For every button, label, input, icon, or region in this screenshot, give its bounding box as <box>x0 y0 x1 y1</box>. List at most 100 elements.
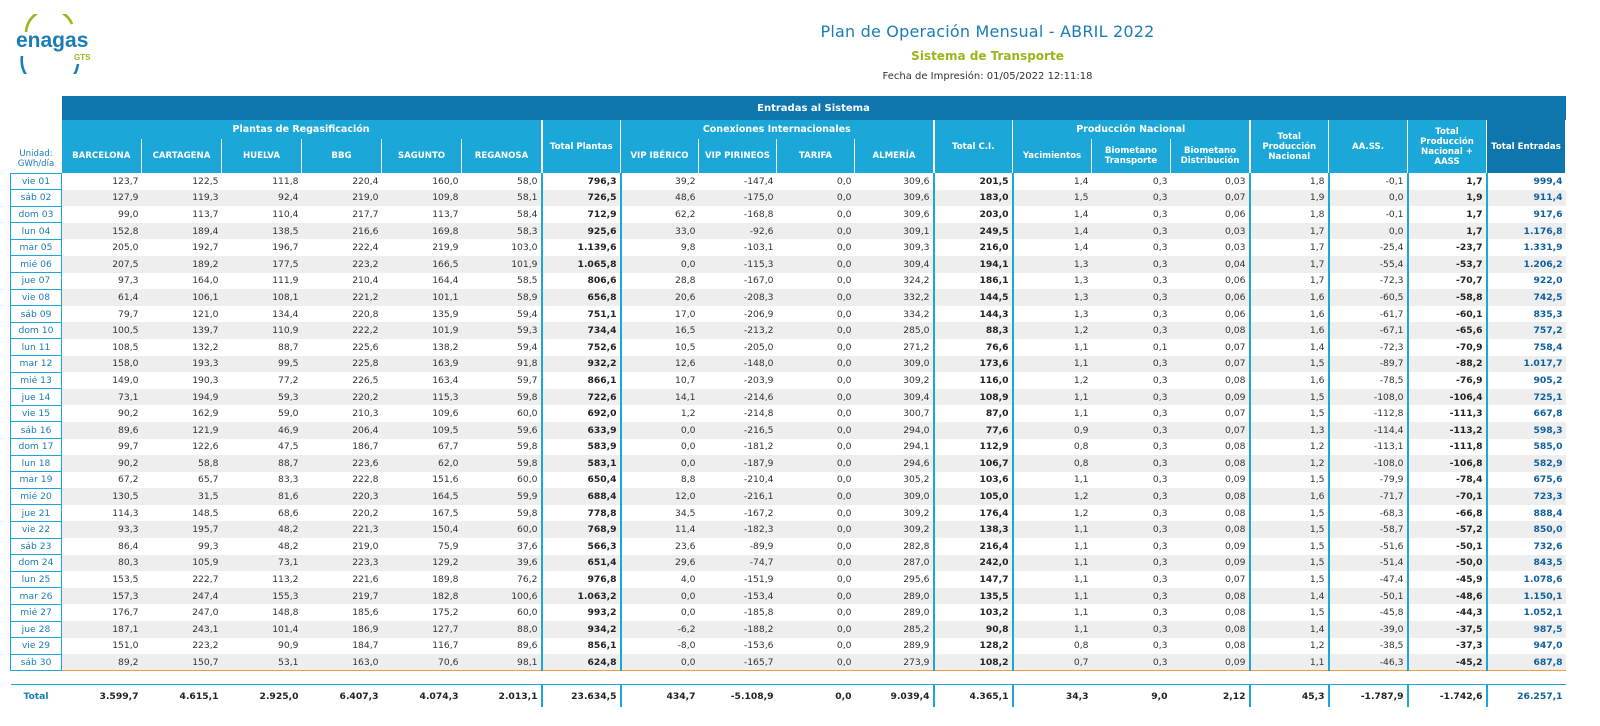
table-cell: 0,3 <box>1152 441 1168 453</box>
table-cell: 309,1 <box>854 222 934 240</box>
table-cell: 1,7 <box>1406 206 1487 223</box>
table-cell: 138,5 <box>221 222 302 240</box>
table-cell: -67,1 <box>1327 322 1408 339</box>
table-cell: 0,0 <box>776 189 855 207</box>
table-cell: 101,1 <box>381 289 462 306</box>
table-cell: -60,1 <box>1406 305 1487 323</box>
table-cell: -50,0 <box>1406 554 1487 572</box>
table-cell: 175,2 <box>432 607 459 619</box>
table-cell: -37,5 <box>1406 621 1487 638</box>
table-cell: 0,3 <box>1152 308 1168 320</box>
table-cell: 0,03 <box>1225 175 1246 187</box>
col-header: HUELVA <box>221 139 302 173</box>
table-cell: 0,3 <box>1091 388 1171 406</box>
table-cell: 0,0 <box>836 208 852 220</box>
table-cell: 59,8 <box>517 507 538 519</box>
table-cell: 0,0 <box>776 388 855 406</box>
table-cell: -182,3 <box>698 521 777 539</box>
table-cell: 93,3 <box>61 521 142 539</box>
table-cell: 583,1 <box>540 455 621 472</box>
table-cell: 138,2 <box>432 341 459 353</box>
table-cell: 88,7 <box>221 455 302 472</box>
table-cell: 285,2 <box>854 621 934 638</box>
table-cell: -68,3 <box>1327 504 1408 522</box>
table-cell: 1,5 <box>1248 521 1329 539</box>
table-cell: 309,4 <box>854 255 934 273</box>
table-cell: 100,6 <box>461 587 542 605</box>
table-cell: 176,4 <box>932 504 1013 522</box>
table-cell: -57,2 <box>1406 521 1487 539</box>
table-cell: 0,07 <box>1225 574 1246 586</box>
table-cell: 1,6 <box>1248 322 1329 339</box>
table-cell: 835,3 <box>1485 305 1566 323</box>
table-cell: 206,4 <box>301 421 382 439</box>
table-cell: 88,7 <box>278 341 299 353</box>
table-cell: 167,5 <box>432 507 459 519</box>
table-cell: -167,0 <box>743 275 774 287</box>
table-cell: 186,1 <box>932 272 1013 290</box>
table-cell: 582,9 <box>1485 455 1566 472</box>
table-cell: 220,4 <box>352 175 379 187</box>
table-cell: -112,8 <box>1327 405 1408 422</box>
table-cell: -37,3 <box>1406 637 1487 655</box>
table-cell: 1,5 <box>1248 604 1329 622</box>
table-cell: -45,8 <box>1327 604 1408 622</box>
table-cell: 289,9 <box>903 640 930 652</box>
table-cell: 1,5 <box>1011 189 1092 207</box>
table-cell: 242,0 <box>932 554 1013 572</box>
table-cell: 220,8 <box>352 308 379 320</box>
table-row: vie 08 61,4 106,1 108,1 221,2 101,1 58,9 656,8 2… <box>10 288 1566 307</box>
table-cell: 166,5 <box>381 255 462 273</box>
table-cell: 1,6 <box>1248 289 1329 306</box>
total-cell: -1.787,9 <box>1327 684 1408 707</box>
table-cell: 88,3 <box>932 322 1013 339</box>
col-header: Yacimientos <box>1012 139 1092 173</box>
table-cell: 1,1 <box>1011 621 1092 638</box>
row-day: sáb 23 <box>10 537 62 556</box>
table-cell: 216,4 <box>932 538 1013 555</box>
table-cell: 0,08 <box>1225 507 1246 519</box>
unit-label: Unidad: GWh/día <box>17 148 55 169</box>
table-cell: 0,3 <box>1091 222 1171 240</box>
table-cell: 0,0 <box>836 540 852 552</box>
table-cell: 99,3 <box>198 540 219 552</box>
group-conexiones: Conexiones Internacionales <box>620 120 935 139</box>
table-cell: 583,9 <box>540 438 621 456</box>
table-cell: 12,6 <box>619 355 699 373</box>
table-cell: 116,0 <box>932 372 1013 389</box>
table-cell: -216,5 <box>698 421 777 439</box>
table-cell: 0,06 <box>1170 289 1250 306</box>
table-cell: 114,3 <box>112 507 139 519</box>
col-header: BARCELONA <box>61 139 142 173</box>
table-cell: 210,4 <box>352 275 379 287</box>
table-cell: 1,1 <box>1011 471 1092 489</box>
table-cell: 1,1 <box>1011 587 1092 605</box>
table-cell: 101,4 <box>221 621 302 638</box>
table-cell: 53,1 <box>221 654 302 671</box>
table-cell: 0,0 <box>836 341 852 353</box>
row-day: mar 12 <box>10 355 62 373</box>
table-cell: -165,7 <box>698 654 777 671</box>
table-cell: -25,4 <box>1327 239 1408 256</box>
table-cell: 92,4 <box>221 189 302 207</box>
table-cell: 29,6 <box>619 554 699 572</box>
table-cell: -111,8 <box>1406 438 1487 456</box>
table-cell: 226,5 <box>352 374 379 386</box>
table-cell: 59,7 <box>517 374 538 386</box>
table-cell: 201,5 <box>932 173 1013 190</box>
table-cell: 0,3 <box>1091 554 1171 572</box>
table-cell: 0,0 <box>776 587 855 605</box>
table-cell: 688,4 <box>540 488 621 505</box>
table-cell: -114,4 <box>1327 421 1408 439</box>
table-cell: 0,8 <box>1011 455 1092 472</box>
table-cell: 128,2 <box>932 637 1013 655</box>
table-cell: 0,07 <box>1170 189 1250 207</box>
total-cell: 3.599,7 <box>61 684 142 707</box>
table-cell: 0,08 <box>1170 621 1250 638</box>
table-row: sáb 16 89,6 121,9 46,9 206,4 109,5 59,6 633,9 0,… <box>10 421 1566 439</box>
table-cell: 947,0 <box>1485 637 1566 655</box>
row-day: lun 25 <box>10 570 62 589</box>
table-cell: 1,1 <box>1011 571 1092 588</box>
table-cell: 271,2 <box>903 341 930 353</box>
table-cell: 247,4 <box>141 587 222 605</box>
